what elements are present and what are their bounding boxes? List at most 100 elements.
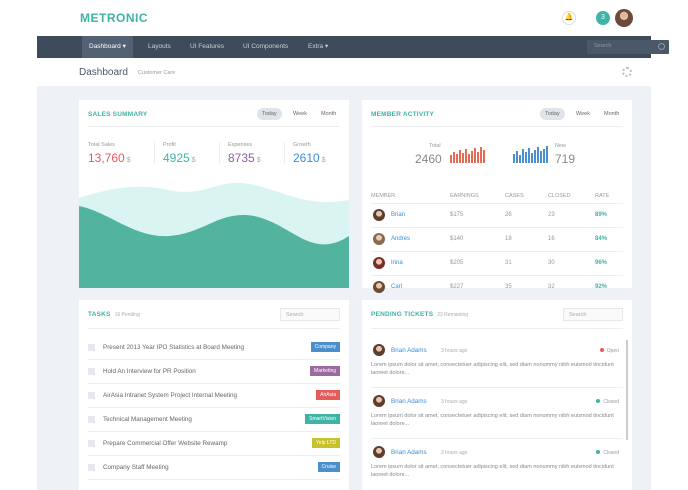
stat-label-growth: Growth	[293, 142, 311, 148]
status-badge: Closed	[596, 450, 619, 456]
stat-label-total-sales: Total Sales	[88, 142, 115, 148]
task-text: Present 2013 Year IPO Statistics at Boar…	[103, 344, 245, 351]
period-month[interactable]: Month	[604, 111, 620, 117]
ticket-author[interactable]: Brian Adams	[391, 347, 427, 354]
list-item: Brian Adams 3 hours ago Closed Lorem ips…	[371, 389, 623, 439]
task-tag: SmartVision	[305, 414, 340, 424]
status-dot-icon	[596, 450, 601, 454]
nav-item-extra[interactable]: Extra ▾	[308, 43, 329, 50]
task-checkbox[interactable]	[88, 464, 95, 471]
status-badge: Closed	[596, 399, 619, 405]
ticket-author[interactable]: Brian Adams	[391, 398, 427, 405]
divider	[154, 142, 155, 164]
list-item: Prepare Commercial Offer Website Rewamp …	[88, 432, 340, 456]
tickets-search-input[interactable]: Search	[563, 308, 623, 321]
member-cases: 31	[505, 260, 512, 266]
list-item: Present 2013 Year IPO Statistics at Boar…	[88, 336, 340, 360]
divider	[88, 328, 340, 329]
notification-badge[interactable]: 3	[596, 11, 610, 25]
ticket-time: 3 hours ago	[441, 399, 468, 405]
task-checkbox[interactable]	[88, 368, 95, 375]
task-text: Hold An Interview for PR Position	[103, 368, 196, 375]
stat-value-profit: 4925 $	[163, 151, 196, 165]
tasks-search-input[interactable]: Search	[280, 308, 340, 321]
member-name[interactable]: Andres	[391, 236, 411, 242]
tickets-remaining-count: 23 Remaining	[437, 312, 469, 318]
member-rate: 84%	[595, 236, 608, 242]
list-item: Company Staff Meeting Cruise	[88, 456, 340, 480]
bell-icon[interactable]: 🔔	[562, 11, 576, 25]
member-earnings: $205	[450, 260, 464, 266]
task-checkbox[interactable]	[88, 440, 95, 447]
stat-label-profit: Profit	[163, 142, 176, 148]
task-text: Company Staff Meeting	[103, 464, 169, 471]
user-avatar[interactable]	[615, 9, 633, 27]
page-header: Dashboard Customer Care	[37, 58, 651, 86]
nav-search-input[interactable]: Search	[587, 40, 669, 54]
period-today[interactable]: Today	[257, 108, 282, 120]
ticket-body: Lorem ipsum dolor sit amet, consectetuer…	[371, 413, 614, 427]
list-item: Brian Adams 3 hours ago Closed Lorem ips…	[371, 440, 623, 490]
member-earnings: $140	[450, 236, 464, 242]
column-header-rate: RATE	[595, 193, 610, 199]
task-checkbox[interactable]	[88, 416, 95, 423]
new-value: 719	[555, 152, 576, 166]
panel-title: PENDING TICKETS 23 Remaining	[371, 311, 469, 318]
nav-item-dashboard[interactable]: Dashboard ▾	[82, 36, 133, 58]
member-cases: 26	[505, 212, 512, 218]
panel-title: SALES SUMMARY	[88, 111, 148, 118]
task-checkbox[interactable]	[88, 344, 95, 351]
column-header-member: MEMBER	[371, 193, 396, 199]
nav-item-ui-components[interactable]: UI Components	[243, 43, 289, 50]
task-tag: AirAsia	[316, 390, 340, 400]
ticket-author[interactable]: Brian Adams	[391, 449, 427, 456]
stat-value-total-sales: 13,760 $	[88, 151, 131, 165]
avatar	[373, 344, 385, 356]
status-dot-icon	[599, 348, 604, 352]
table-row: Brian $175 26 23 89%	[371, 204, 623, 228]
tasks-pending-count: 16 Pending	[114, 312, 140, 318]
divider	[219, 142, 220, 164]
panel-title: TASKS 16 Pending	[88, 311, 140, 318]
period-week[interactable]: Week	[293, 111, 307, 117]
status-badge: Open	[599, 348, 619, 354]
list-item: AirAsia Intranet System Project Internal…	[88, 384, 340, 408]
ticket-body: Lorem ipsum dolor sit amet, consectetuer…	[371, 362, 614, 376]
period-week[interactable]: Week	[576, 111, 590, 117]
member-earnings: $175	[450, 212, 464, 218]
divider	[371, 328, 623, 329]
dashboard-content: SALES SUMMARY Today Week Month Total Sal…	[37, 86, 651, 490]
main-navbar: Dashboard ▾ Layouts UI Features UI Compo…	[37, 36, 669, 58]
nav-item-ui-features[interactable]: UI Features	[190, 43, 224, 50]
new-sparkline	[513, 146, 548, 163]
gear-icon[interactable]	[622, 67, 632, 77]
task-checkbox[interactable]	[88, 392, 95, 399]
list-item: Technical Management Meeting SmartVision	[88, 408, 340, 432]
period-today[interactable]: Today	[540, 108, 565, 120]
stat-value-growth: 2610 $	[293, 151, 326, 165]
ticket-time: 3 hours ago	[441, 348, 468, 354]
avatar	[373, 281, 385, 293]
member-rate: 92%	[595, 284, 608, 290]
avatar	[373, 395, 385, 407]
area-series-dark	[79, 206, 349, 288]
member-name[interactable]: Carl	[391, 284, 403, 290]
period-month[interactable]: Month	[321, 111, 337, 117]
task-tag: Yelp LTD	[311, 438, 340, 448]
task-tag: Marketing	[310, 366, 340, 376]
table-row: Irina $205 31 30 96%	[371, 252, 623, 276]
ticket-body: Lorem ipsum dolor sit amet, consectetuer…	[371, 464, 614, 478]
column-header-cases: CASES	[505, 193, 524, 199]
tasks-panel: TASKS 16 Pending Search Present 2013 Year…	[79, 300, 349, 490]
member-activity-panel: MEMBER ACTIVITY Today Week Month Total 2…	[362, 100, 632, 293]
member-name[interactable]: Irina	[391, 260, 403, 266]
stat-label-expenses: Expenses	[228, 142, 253, 148]
sales-area-chart	[79, 182, 349, 288]
task-text: AirAsia Intranet System Project Internal…	[103, 392, 238, 399]
member-name[interactable]: Brian	[391, 212, 406, 218]
scrollbar[interactable]	[626, 340, 628, 440]
top-header: METRONIC 🔔 3	[0, 0, 688, 36]
member-cases: 18	[505, 236, 512, 242]
logo[interactable]: METRONIC	[80, 11, 148, 25]
nav-item-layouts[interactable]: Layouts	[148, 43, 171, 50]
